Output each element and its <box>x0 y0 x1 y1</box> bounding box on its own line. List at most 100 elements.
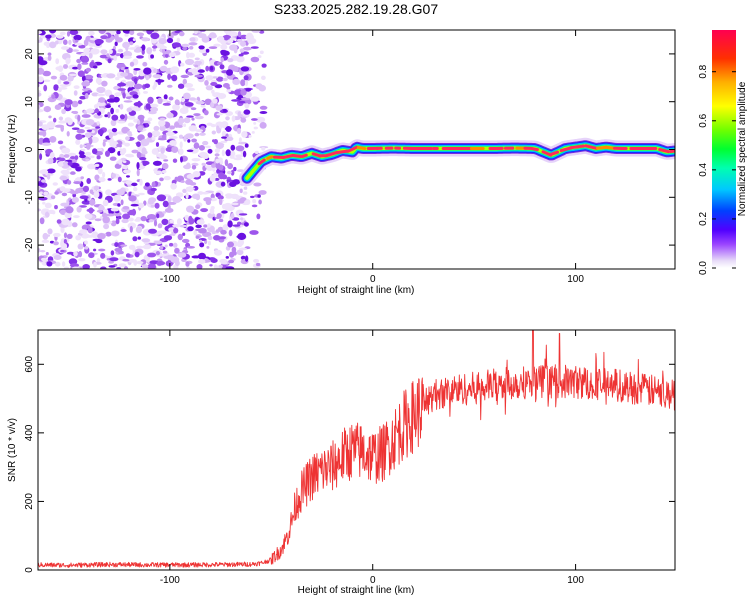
noise-blob <box>84 126 91 130</box>
colorbar-tick-label: 0.0 <box>698 261 709 275</box>
noise-blob <box>72 66 79 70</box>
noise-blob <box>208 33 217 39</box>
noise-blob <box>124 142 130 147</box>
noise-blob <box>209 175 216 182</box>
noise-blob <box>57 161 64 167</box>
noise-blob <box>97 167 103 175</box>
noise-blob <box>98 204 105 212</box>
noise-blob <box>128 217 134 222</box>
noise-blob <box>188 125 197 132</box>
noise-blob <box>131 208 136 216</box>
noise-blob <box>245 33 254 41</box>
noise-blob <box>193 113 201 117</box>
noise-blob <box>160 147 165 154</box>
noise-blob <box>153 170 163 175</box>
noise-blob <box>232 179 241 185</box>
noise-blob <box>172 158 178 163</box>
noise-blob <box>79 95 87 100</box>
noise-blob <box>150 106 159 113</box>
noise-blob <box>148 228 157 234</box>
noise-blob <box>195 235 200 239</box>
noise-blob <box>38 148 43 154</box>
noise-blob <box>94 108 100 114</box>
noise-blob <box>237 199 245 204</box>
noise-blob <box>104 90 110 94</box>
noise-blob <box>67 152 77 156</box>
y-tick-label: 600 <box>24 356 35 373</box>
noise-blob <box>42 232 49 240</box>
noise-blob <box>108 265 116 268</box>
noise-blob <box>81 62 89 65</box>
noise-blob <box>136 162 140 169</box>
noise-blob <box>43 84 48 92</box>
noise-blob <box>61 218 71 226</box>
noise-blob <box>95 77 102 85</box>
noise-blob <box>89 189 94 194</box>
noise-blob <box>132 236 138 242</box>
noise-blob <box>185 192 189 200</box>
noise-blob <box>106 73 116 79</box>
noise-blob <box>152 45 158 49</box>
noise-blob <box>34 136 37 141</box>
noise-blob <box>172 104 180 111</box>
noise-blob <box>220 49 226 55</box>
noise-blob <box>142 244 152 250</box>
noise-blob <box>141 264 149 269</box>
noise-blob <box>236 249 244 256</box>
noise-blob <box>259 122 267 129</box>
noise-blob <box>221 261 228 265</box>
noise-blob <box>117 176 122 183</box>
noise-blob <box>210 206 215 210</box>
noise-blob <box>38 137 45 145</box>
noise-blob <box>117 88 126 91</box>
noise-blob <box>77 100 83 105</box>
noise-blob <box>96 258 101 263</box>
noise-blob <box>205 48 210 53</box>
noise-blob <box>163 235 173 241</box>
noise-blob <box>46 173 51 180</box>
noise-blob <box>185 261 190 267</box>
noise-blob <box>44 211 50 218</box>
noise-blob <box>58 116 64 121</box>
noise-blob <box>151 130 161 137</box>
noise-blob <box>141 147 147 155</box>
noise-blob <box>186 115 194 118</box>
noise-blob <box>85 119 95 126</box>
noise-blob <box>136 169 140 177</box>
noise-blob <box>63 39 68 45</box>
noise-blob <box>43 191 49 196</box>
noise-blob <box>159 177 164 182</box>
noise-blob <box>69 30 79 35</box>
noise-blob <box>63 105 72 112</box>
noise-blob <box>56 219 62 224</box>
noise-blob <box>236 221 242 226</box>
noise-blob <box>169 219 174 224</box>
noise-blob <box>203 110 209 116</box>
noise-blob <box>81 114 91 118</box>
noise-blob <box>47 55 52 61</box>
noise-blob <box>229 31 238 37</box>
noise-blob <box>240 97 251 101</box>
noise-blob <box>153 219 158 227</box>
noise-blob <box>183 135 187 142</box>
noise-blob <box>253 122 257 125</box>
noise-blob <box>159 65 168 72</box>
noise-blob <box>133 68 141 71</box>
colorbar-tick-label: 0.8 <box>698 64 709 78</box>
noise-blob <box>71 266 81 269</box>
noise-blob <box>39 153 43 161</box>
noise-blob <box>216 127 222 134</box>
noise-blob <box>226 136 234 141</box>
noise-blob <box>217 36 225 43</box>
noise-blob <box>49 152 55 159</box>
noise-blob <box>229 251 235 258</box>
noise-blob <box>157 223 163 229</box>
noise-blob <box>174 99 180 106</box>
noise-blob <box>201 36 210 43</box>
noise-blob <box>98 30 106 34</box>
noise-blob <box>124 33 129 37</box>
noise-blob <box>103 139 108 143</box>
noise-blob <box>111 128 118 133</box>
noise-blob <box>240 217 244 221</box>
